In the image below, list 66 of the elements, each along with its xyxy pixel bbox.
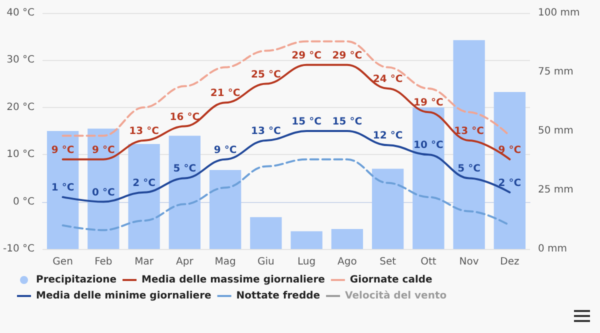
data-label: 10 °C — [414, 140, 444, 152]
bar — [46, 131, 79, 249]
data-label: 5 °C — [173, 164, 196, 175]
data-label: 16 °C — [170, 112, 200, 123]
data-label: 13 °C — [251, 126, 281, 137]
x-tick-label: Feb — [94, 256, 112, 268]
x-tick-label: Lug — [298, 256, 316, 268]
y-tick-label: 30 °C — [6, 54, 35, 66]
x-tick-label: Mar — [134, 256, 154, 268]
line-series — [62, 40, 511, 137]
y2-tick-label: 0 mm — [538, 244, 568, 254]
x-tick-label: Ott — [420, 256, 436, 268]
y-tick-label: 40 °C — [6, 8, 35, 18]
x-tick-label: Giu — [257, 256, 274, 268]
data-label: 9 °C — [214, 144, 237, 156]
data-label: 0 °C — [92, 187, 115, 198]
bar — [168, 136, 201, 249]
data-label: 29 °C — [292, 50, 322, 62]
line-series — [62, 64, 511, 160]
y-tick-label: 10 °C — [6, 149, 35, 160]
bar — [128, 144, 160, 249]
data-label: 13 °C — [454, 126, 484, 137]
x-tick-label: Mag — [214, 256, 236, 268]
x-tick-label: Dez — [500, 256, 520, 268]
legend-label: Nottate fredde — [236, 290, 320, 302]
y2-tick-label: 25 mm — [538, 184, 574, 196]
y-tick-label: 20 °C — [6, 102, 35, 113]
y2-tick-label: 100 mm — [538, 8, 580, 18]
data-label: 24 °C — [372, 74, 403, 86]
data-label: 5 °C — [458, 164, 480, 175]
data-label: 1 °C — [51, 182, 74, 194]
y-tick-label: 0 °C — [12, 196, 35, 208]
x-tick-label: Gen — [52, 256, 73, 268]
data-label: 25 °C — [251, 69, 281, 80]
bar — [412, 107, 444, 249]
legend-label: Precipitazione — [36, 274, 117, 286]
legend-label: Velocità del vento — [345, 290, 447, 302]
data-label: 9 °C — [92, 144, 115, 156]
x-tick-label: Nov — [459, 256, 479, 268]
bar — [290, 231, 322, 249]
x-tick-label: Set — [380, 256, 396, 268]
data-label: 2 °C — [132, 178, 156, 189]
bar — [494, 92, 526, 249]
y-tick-label: -10 °C — [2, 244, 35, 254]
bar — [250, 217, 282, 249]
bar — [331, 228, 364, 249]
data-label: 9 °C — [51, 144, 74, 156]
data-label: 2 °C — [498, 178, 522, 189]
y2-tick-label: 75 mm — [538, 66, 574, 78]
data-label: 12 °C — [372, 130, 403, 142]
y2-tick-label: 50 mm — [538, 126, 574, 136]
data-label: 19 °C — [414, 98, 444, 109]
data-label: 15 °C — [332, 116, 362, 128]
bar — [453, 40, 485, 249]
legend-label: Media delle massime giornaliere — [142, 274, 326, 286]
legend-label: Giornate calde — [350, 274, 433, 286]
data-label: 13 °C — [129, 126, 159, 137]
bar — [88, 128, 120, 249]
data-label: 15 °C — [292, 116, 322, 128]
x-tick-label: Ago — [338, 256, 357, 268]
bar — [372, 168, 404, 249]
bar — [209, 170, 242, 249]
legend-label: Media delle minime giornaliere — [36, 290, 212, 302]
data-label: 29 °C — [332, 50, 362, 62]
x-tick-label: Apr — [176, 256, 194, 268]
data-label: 21 °C — [210, 88, 240, 100]
